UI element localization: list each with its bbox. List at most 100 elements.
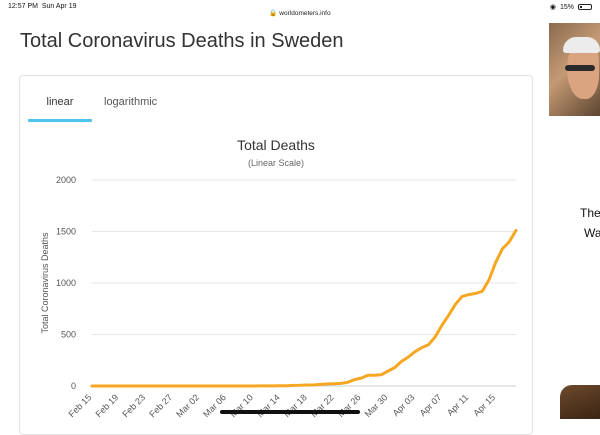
data-point[interactable] [400,360,403,363]
y-tick-label: 500 [61,330,76,340]
x-tick-label: Apr 11 [445,392,470,417]
data-point[interactable] [299,384,302,387]
data-point[interactable] [454,303,457,306]
data-point[interactable] [360,377,363,380]
status-right: ◉ 15% [550,3,592,11]
data-point[interactable] [252,385,255,388]
chart-subtitle: (Linear Scale) [248,158,304,168]
data-point[interactable] [366,374,369,377]
x-tick-label: Apr 15 [471,392,497,418]
data-point[interactable] [414,350,417,353]
data-point[interactable] [407,356,410,359]
data-point[interactable] [239,385,242,388]
data-point[interactable] [232,385,235,388]
data-point[interactable] [340,382,343,385]
status-date-text: Sun Apr 19 [41,3,77,10]
x-tick-label: Apr 07 [418,392,444,418]
side-ad-photo[interactable] [549,23,600,116]
data-point[interactable] [144,385,147,388]
side-photo-cap [563,37,600,53]
data-point[interactable] [131,385,134,388]
data-point[interactable] [245,385,248,388]
data-point[interactable] [272,384,275,387]
data-point[interactable] [306,384,309,387]
data-point[interactable] [447,314,450,317]
address-url: worldometers.info [279,10,331,17]
data-point[interactable] [488,278,491,281]
data-point[interactable] [434,335,437,338]
tab-linear-label: linear [46,96,74,108]
data-point[interactable] [501,247,504,250]
data-point[interactable] [138,385,141,388]
data-point[interactable] [515,229,518,232]
y-tick-label: 1000 [56,278,76,288]
x-tick-label: Apr 03 [391,392,417,418]
data-point[interactable] [91,385,94,388]
x-tick-label: Mar 22 [309,392,336,419]
data-point[interactable] [326,382,329,385]
data-point[interactable] [508,240,511,243]
x-tick-label: Mar 10 [228,392,255,419]
data-point[interactable] [380,373,383,376]
data-point[interactable] [292,384,295,387]
x-tick-label: Feb 15 [67,392,94,419]
data-point[interactable] [218,385,221,388]
data-point[interactable] [346,381,349,384]
data-point[interactable] [353,378,356,381]
data-point[interactable] [198,385,201,388]
data-point[interactable] [225,385,228,388]
tab-logarithmic[interactable]: logarithmic [104,90,204,120]
data-point[interactable] [427,343,430,346]
deaths-chart: Total Deaths (Linear Scale) Total Corona… [40,137,518,419]
data-point[interactable] [178,385,181,388]
scroll-handle[interactable] [220,410,360,414]
data-point[interactable] [494,261,497,264]
y-axis-label: Total Coronavirus Deaths [40,232,50,334]
data-point[interactable] [333,382,336,385]
data-point[interactable] [286,384,289,387]
data-point[interactable] [393,366,396,369]
data-point[interactable] [373,374,376,377]
data-point[interactable] [111,385,114,388]
data-point[interactable] [104,385,107,388]
data-point[interactable] [387,370,390,373]
x-tick-label: Mar 06 [201,392,228,419]
data-point[interactable] [259,384,262,387]
data-point[interactable] [441,324,444,327]
data-point[interactable] [117,385,120,388]
page-title: Total Coronavirus Deaths in Sweden [20,30,344,52]
side-bottom-photo[interactable] [560,385,600,419]
series-line-deaths[interactable] [90,228,518,388]
status-bar: 12:57 PM Sun Apr 19 🔒 worldometers.info … [0,0,600,17]
x-tick-label: Mar 14 [255,392,282,419]
data-point[interactable] [266,384,269,387]
data-point[interactable] [313,383,316,386]
data-point[interactable] [151,385,154,388]
data-point[interactable] [212,385,215,388]
x-tick-label: Feb 19 [93,392,120,419]
data-point[interactable] [97,385,100,388]
data-point[interactable] [165,385,168,388]
data-point[interactable] [474,292,477,295]
data-point[interactable] [319,383,322,386]
tab-linear[interactable]: linear [28,90,92,122]
lock-icon: 🔒 [269,10,278,17]
side-text-1: The [580,206,600,220]
data-point[interactable] [205,385,208,388]
data-point[interactable] [124,385,127,388]
data-point[interactable] [420,346,423,349]
x-tick-label: Mar 02 [174,392,201,419]
data-point[interactable] [185,385,188,388]
data-point[interactable] [171,385,174,388]
tab-logarithmic-label: logarithmic [104,96,158,108]
data-point[interactable] [158,385,161,388]
data-point[interactable] [279,384,282,387]
data-point[interactable] [481,290,484,293]
address-bar[interactable]: 🔒 worldometers.info [0,9,600,17]
data-point[interactable] [192,385,195,388]
data-point[interactable] [461,295,464,298]
battery-percent: 15% [559,3,574,11]
x-tick-label: Feb 23 [120,392,147,419]
data-point[interactable] [467,293,470,296]
chart-title: Total Deaths [237,137,315,153]
